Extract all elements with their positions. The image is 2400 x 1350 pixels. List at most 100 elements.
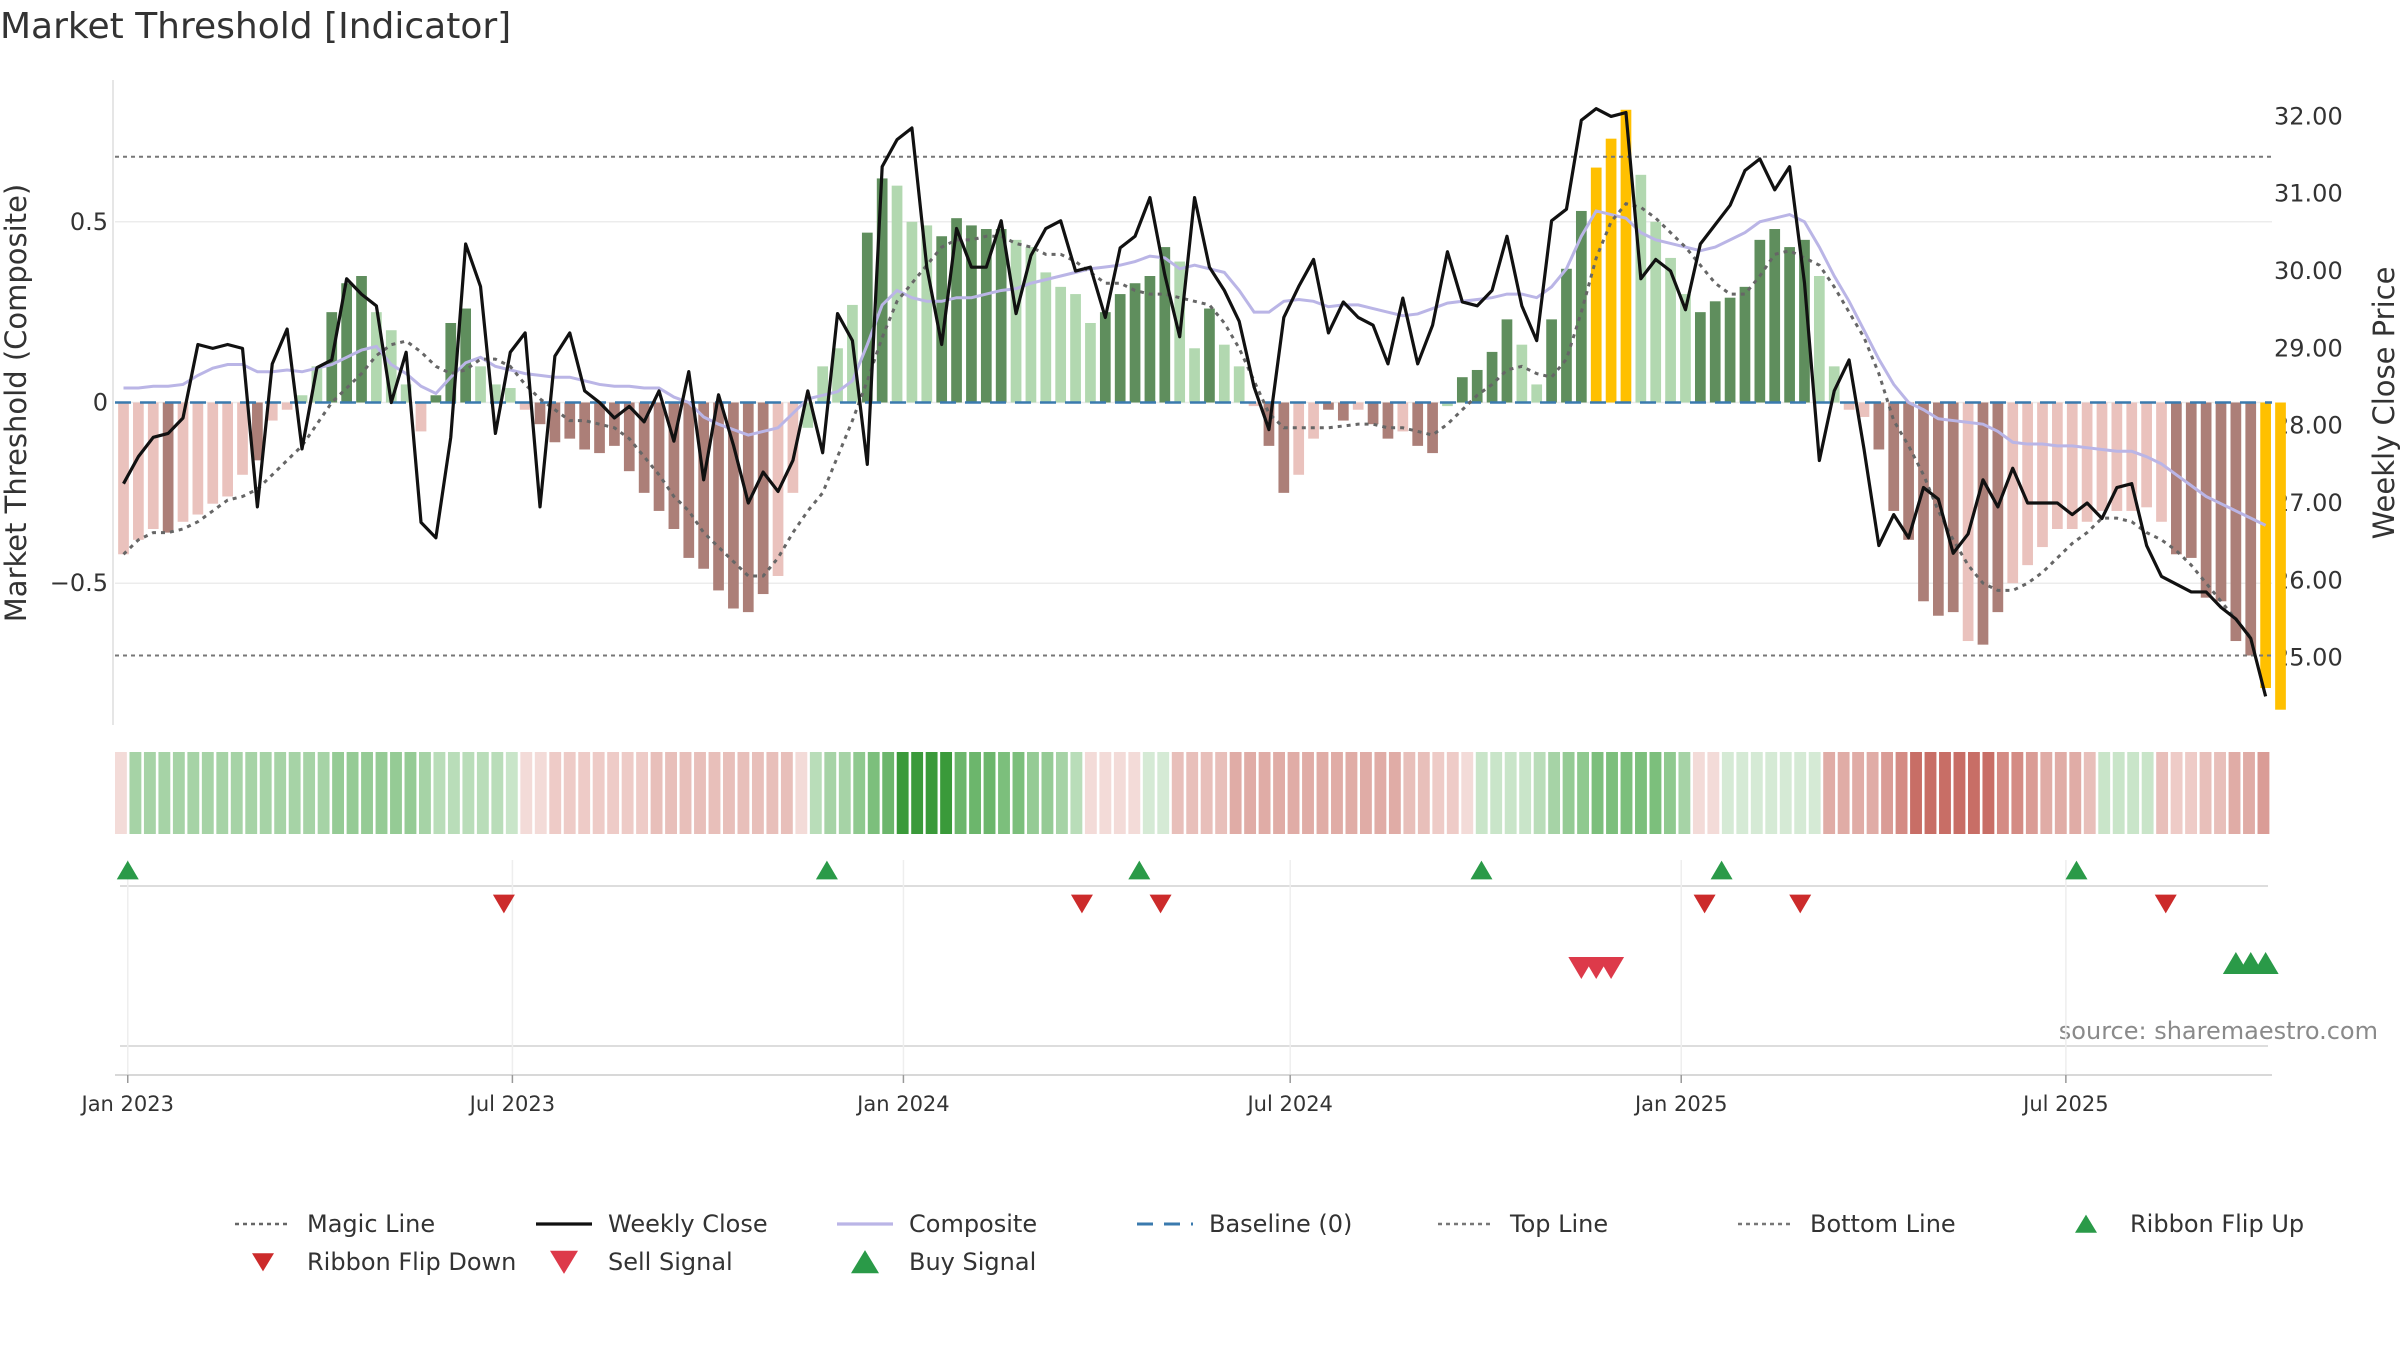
composite-bar bbox=[1933, 402, 1944, 616]
ribbon-segment bbox=[998, 752, 1010, 834]
ribbon-segment bbox=[1649, 752, 1662, 834]
composite-bar bbox=[1903, 402, 1914, 540]
ribbon-segment bbox=[2170, 752, 2183, 834]
ribbon-segment bbox=[404, 752, 417, 834]
legend-swatch bbox=[550, 1250, 578, 1274]
y-right-tick-label: 32.00 bbox=[2274, 102, 2343, 130]
y-right-tick-label: 31.00 bbox=[2274, 180, 2343, 208]
ribbon-segment bbox=[911, 752, 924, 834]
composite-bar bbox=[1769, 229, 1781, 403]
ribbon-segment bbox=[1823, 752, 1836, 834]
composite-bar bbox=[1204, 308, 1215, 403]
ribbon-segment bbox=[954, 752, 967, 834]
y-right-tick-label: 29.00 bbox=[2274, 334, 2343, 362]
composite-bar bbox=[1546, 319, 1557, 403]
ribbon-segment bbox=[795, 752, 808, 834]
composite-bar bbox=[906, 221, 918, 403]
composite-bar bbox=[1367, 402, 1379, 425]
ribbon-segment bbox=[158, 752, 171, 834]
composite-bar bbox=[2066, 402, 2078, 529]
y-left-tick-label: 0.5 bbox=[70, 208, 108, 236]
composite-bar bbox=[1218, 344, 1230, 403]
ribbon-segment bbox=[1432, 752, 1445, 834]
ribbon-segment bbox=[1099, 752, 1112, 834]
composite-bar bbox=[2111, 402, 2123, 511]
composite-bar bbox=[728, 402, 739, 609]
ribbon-segment bbox=[317, 752, 330, 834]
ribbon-segment bbox=[1258, 752, 1271, 834]
composite-bar bbox=[1278, 402, 1290, 493]
ribbon-segment bbox=[1736, 752, 1749, 834]
ribbon-segment bbox=[2054, 752, 2067, 834]
ribbon-segment bbox=[1287, 752, 1300, 834]
ribbon-segment bbox=[1779, 752, 1792, 834]
composite-bar bbox=[118, 402, 129, 555]
ribbon-segment bbox=[1244, 752, 1257, 834]
ribbon-segment bbox=[115, 752, 127, 834]
composite-bar bbox=[1501, 319, 1513, 403]
ribbon-segment bbox=[172, 752, 185, 834]
ribbon-segment bbox=[1128, 752, 1141, 834]
composite-bar bbox=[2171, 402, 2182, 555]
x-tick-label: Jan 2024 bbox=[855, 1092, 950, 1116]
ribbon-segment bbox=[534, 752, 547, 834]
ribbon-flip-up-marker bbox=[815, 860, 838, 880]
composite-bar bbox=[430, 395, 442, 403]
legend-label: Composite bbox=[909, 1210, 1037, 1238]
composite-bar bbox=[1010, 239, 1022, 403]
ribbon-segment bbox=[2199, 752, 2212, 834]
composite-bar bbox=[1531, 384, 1543, 403]
ribbon-segment bbox=[751, 752, 764, 834]
ribbon-flip-down-marker bbox=[1789, 894, 1812, 914]
ribbon-segment bbox=[1519, 752, 1532, 834]
ribbon-segment bbox=[1895, 752, 1908, 834]
ribbon-segment bbox=[2040, 752, 2053, 834]
ribbon-segment bbox=[303, 752, 316, 834]
composite-bar bbox=[266, 402, 278, 421]
ribbon-segment bbox=[1577, 752, 1589, 834]
ribbon-segment bbox=[447, 752, 460, 834]
ribbon-segment bbox=[1475, 752, 1488, 834]
composite-bar bbox=[1575, 210, 1587, 403]
composite-bar bbox=[594, 402, 605, 454]
composite-bar bbox=[2126, 402, 2138, 511]
composite-bar bbox=[1442, 402, 1453, 407]
ribbon-flip-down-marker bbox=[2154, 894, 2177, 914]
composite-bar bbox=[1486, 351, 1498, 403]
composite-bar bbox=[2275, 402, 2286, 710]
composite-bar bbox=[237, 402, 248, 475]
composite-bar bbox=[2260, 402, 2271, 689]
legend-label: Ribbon Flip Up bbox=[2130, 1210, 2304, 1238]
ribbon-segment bbox=[896, 752, 909, 834]
composite-bar bbox=[876, 178, 888, 403]
composite-bar bbox=[2007, 402, 2019, 584]
composite-bar bbox=[1471, 369, 1483, 403]
ribbon-segment bbox=[1331, 752, 1343, 834]
ribbon-segment bbox=[853, 752, 866, 834]
composite-bar bbox=[995, 229, 1007, 403]
composite-bar bbox=[1635, 174, 1647, 403]
ribbon-segment bbox=[1663, 752, 1676, 834]
composite-bar bbox=[2052, 402, 2063, 529]
legend-label: Baseline (0) bbox=[1209, 1210, 1352, 1238]
ribbon-segment bbox=[187, 752, 200, 834]
ribbon-segment bbox=[1171, 752, 1184, 834]
ribbon-segment bbox=[737, 752, 750, 834]
composite-bar bbox=[460, 308, 471, 403]
ribbon-segment bbox=[2243, 752, 2255, 834]
ribbon-segment bbox=[1388, 752, 1401, 834]
legend-label: Weekly Close bbox=[608, 1210, 768, 1238]
composite-bar bbox=[1085, 322, 1096, 403]
composite-bar bbox=[415, 402, 427, 432]
ribbon-segment bbox=[129, 752, 142, 834]
composite-bar bbox=[2037, 402, 2048, 548]
composite-bar bbox=[1858, 402, 1870, 417]
legend-label: Buy Signal bbox=[909, 1248, 1036, 1276]
legend-swatch bbox=[2075, 1214, 2097, 1233]
legend-swatch bbox=[252, 1253, 274, 1272]
ribbon-segment bbox=[332, 752, 345, 834]
ribbon-segment bbox=[1215, 752, 1228, 834]
ribbon-segment bbox=[1302, 752, 1314, 834]
composite-bar bbox=[802, 402, 814, 428]
ribbon-segment bbox=[1027, 752, 1039, 834]
